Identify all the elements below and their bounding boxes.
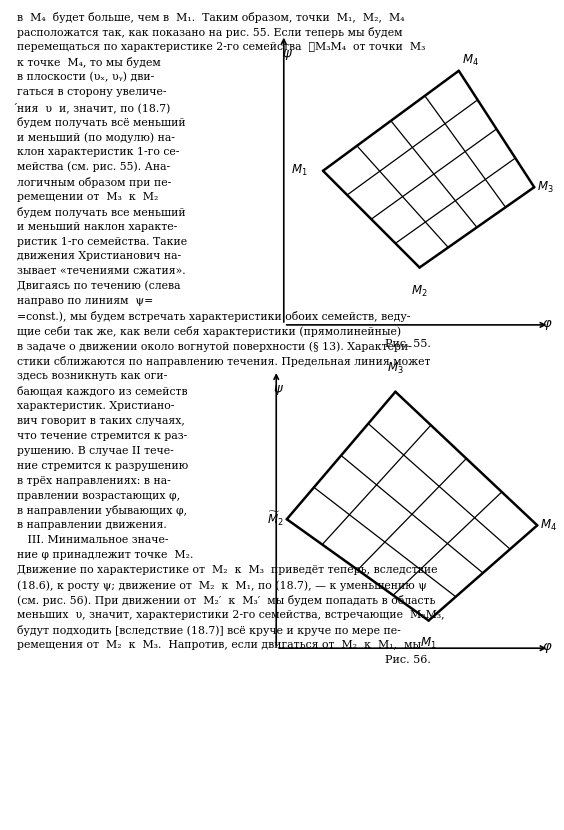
Text: $M_1$: $M_1$ — [420, 636, 437, 651]
Text: направо по линиям  ψ=: направо по линиям ψ= — [17, 296, 153, 306]
Text: рушению. В случае II тече-: рушению. В случае II тече- — [17, 446, 174, 456]
Text: в направлении убывающих φ,: в направлении убывающих φ, — [17, 505, 187, 516]
Text: =const.), мы будем встречать характеристики обоих семейств, веду-: =const.), мы будем встречать характерист… — [17, 311, 410, 322]
Text: зывает «течениями сжатия».: зывает «течениями сжатия». — [17, 266, 186, 276]
Text: здесь возникнуть как оги-: здесь возникнуть как оги- — [17, 371, 167, 381]
Text: и меньший наклон характе-: и меньший наклон характе- — [17, 222, 177, 232]
Text: (18.6), к росту ψ; движение от  М₂  к  М₁, по (18.7), — к уменьшению ψ: (18.6), к росту ψ; движение от М₂ к М₁, … — [17, 580, 427, 591]
Text: ние стремится к разрушению: ние стремится к разрушению — [17, 461, 188, 471]
Text: $M_4$: $M_4$ — [462, 52, 479, 67]
Text: стики сближаются по направлению течения. Предельная линия может: стики сближаются по направлению течения.… — [17, 356, 430, 367]
Text: что течение стремится к раз-: что течение стремится к раз- — [17, 431, 187, 441]
Text: будут подходить [вследствие (18.7)] всё круче и круче по мере пе-: будут подходить [вследствие (18.7)] всё … — [17, 625, 400, 636]
Text: $M_3$: $M_3$ — [537, 179, 554, 195]
Text: $\psi$: $\psi$ — [282, 48, 293, 62]
Text: (см. рис. 56). При движении от  М₂′  к  М₃′  мы будем попадать в область: (см. рис. 56). При движении от М₂′ к М₃′… — [17, 595, 435, 606]
Text: движения Христианович на-: движения Христианович на- — [17, 251, 181, 261]
Text: мейства (см. рис. 55). Ана-: мейства (см. рис. 55). Ана- — [17, 162, 170, 173]
Text: Двигаясь по течению (слева: Двигаясь по течению (слева — [17, 281, 180, 291]
Text: ремещении от  М₃  к  М₂: ремещении от М₃ к М₂ — [17, 192, 158, 202]
Text: к точке  М₄, то мы будем: к точке М₄, то мы будем — [17, 57, 161, 68]
Text: в направлении движения.: в направлении движения. — [17, 520, 167, 530]
Text: ремещения от  М₂  к  М₃.  Напротив, если двигаться от  М₂  к  М₁,  мы: ремещения от М₂ к М₃. Напротив, если дви… — [17, 640, 421, 650]
Text: в  М₄  будет больше, чем в  М₁.  Таким образом, точки  М₁,  М₂,  М₄: в М₄ будет больше, чем в М₁. Таким образ… — [17, 12, 404, 23]
Text: ристик 1-го семейства. Такие: ристик 1-го семейства. Такие — [17, 237, 187, 247]
Text: $M_4$: $M_4$ — [540, 518, 557, 533]
Text: $\varphi$: $\varphi$ — [542, 642, 552, 655]
Text: $M_1$: $M_1$ — [291, 164, 308, 178]
Text: $M_3$: $M_3$ — [387, 361, 404, 376]
Text: Рис. 55.: Рис. 55. — [385, 339, 430, 349]
Text: бающая каждого из семейств: бающая каждого из семейств — [17, 386, 188, 397]
Text: гаться в сторону увеличе-: гаться в сторону увеличе- — [17, 87, 166, 97]
Text: расположатся так, как показано на рис. 55. Если теперь мы будем: расположатся так, как показано на рис. 5… — [17, 27, 403, 38]
Text: $\psi$: $\psi$ — [273, 383, 284, 397]
Text: ́ния  υ  и, значит, по (18.7): ́ния υ и, значит, по (18.7) — [17, 102, 170, 113]
Text: в плоскости (υₓ, υᵧ) дви-: в плоскости (υₓ, υᵧ) дви- — [17, 72, 154, 82]
Text: клон характеристик 1-го се-: клон характеристик 1-го се- — [17, 147, 179, 157]
Text: и меньший (по модулю) на-: и меньший (по модулю) на- — [17, 132, 175, 143]
Text: III. Минимальное значе-: III. Минимальное значе- — [17, 535, 169, 545]
Text: меньших  υ, значит, характеристики 2-го семейства, встречающие  М₂М₃,: меньших υ, значит, характеристики 2-го с… — [17, 610, 444, 620]
Text: вич говорит в таких случаях,: вич говорит в таких случаях, — [17, 416, 185, 426]
Text: будем получать всё меньший: будем получать всё меньший — [17, 117, 186, 128]
Text: ние φ принадлежит точке  М₂.: ние φ принадлежит точке М₂. — [17, 550, 193, 560]
Text: логичным образом при пе-: логичным образом при пе- — [17, 177, 171, 188]
Text: Движение по характеристике от  М₂  к  М₃  приведёт теперь, вследствие: Движение по характеристике от М₂ к М₃ пр… — [17, 565, 438, 575]
Text: будем получать все меньший: будем получать все меньший — [17, 207, 186, 217]
Text: Рис. 56.: Рис. 56. — [385, 655, 430, 665]
Text: $M_2$: $M_2$ — [411, 284, 428, 299]
Text: $\widetilde{M}_2$: $\widetilde{M}_2$ — [267, 510, 284, 528]
Text: щие себи так же, как вели себя характеристики (прямолинейные): щие себи так же, как вели себя характери… — [17, 326, 401, 337]
Text: в задаче о движении около вогнутой поверхности (§ 13). Характери-: в задаче о движении около вогнутой повер… — [17, 341, 412, 352]
Text: характеристик. Христиано-: характеристик. Христиано- — [17, 401, 174, 411]
Text: правлении возрастающих φ,: правлении возрастающих φ, — [17, 491, 180, 500]
Text: в трёх направлениях: в на-: в трёх направлениях: в на- — [17, 476, 171, 486]
Text: $\varphi$: $\varphi$ — [542, 318, 552, 332]
Text: перемещаться по характеристике 2-го семейства  ͜М₃М₄  от точки  М₃: перемещаться по характеристике 2-го семе… — [17, 42, 425, 52]
